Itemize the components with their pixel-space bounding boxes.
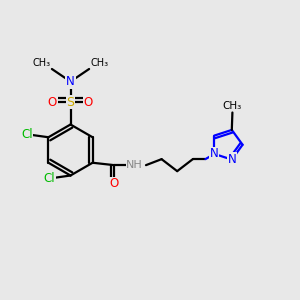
Text: N: N [66,75,75,88]
Text: CH₃: CH₃ [32,58,50,68]
Text: CH₃: CH₃ [91,58,109,68]
Text: Cl: Cl [21,128,33,141]
Text: O: O [48,95,57,109]
Text: Cl: Cl [44,172,55,185]
Text: N: N [227,153,236,166]
Text: CH₃: CH₃ [223,101,242,111]
Text: O: O [110,177,119,190]
Text: N: N [210,147,219,161]
Text: NH: NH [126,160,143,170]
Text: S: S [67,95,74,109]
Text: O: O [84,95,93,109]
